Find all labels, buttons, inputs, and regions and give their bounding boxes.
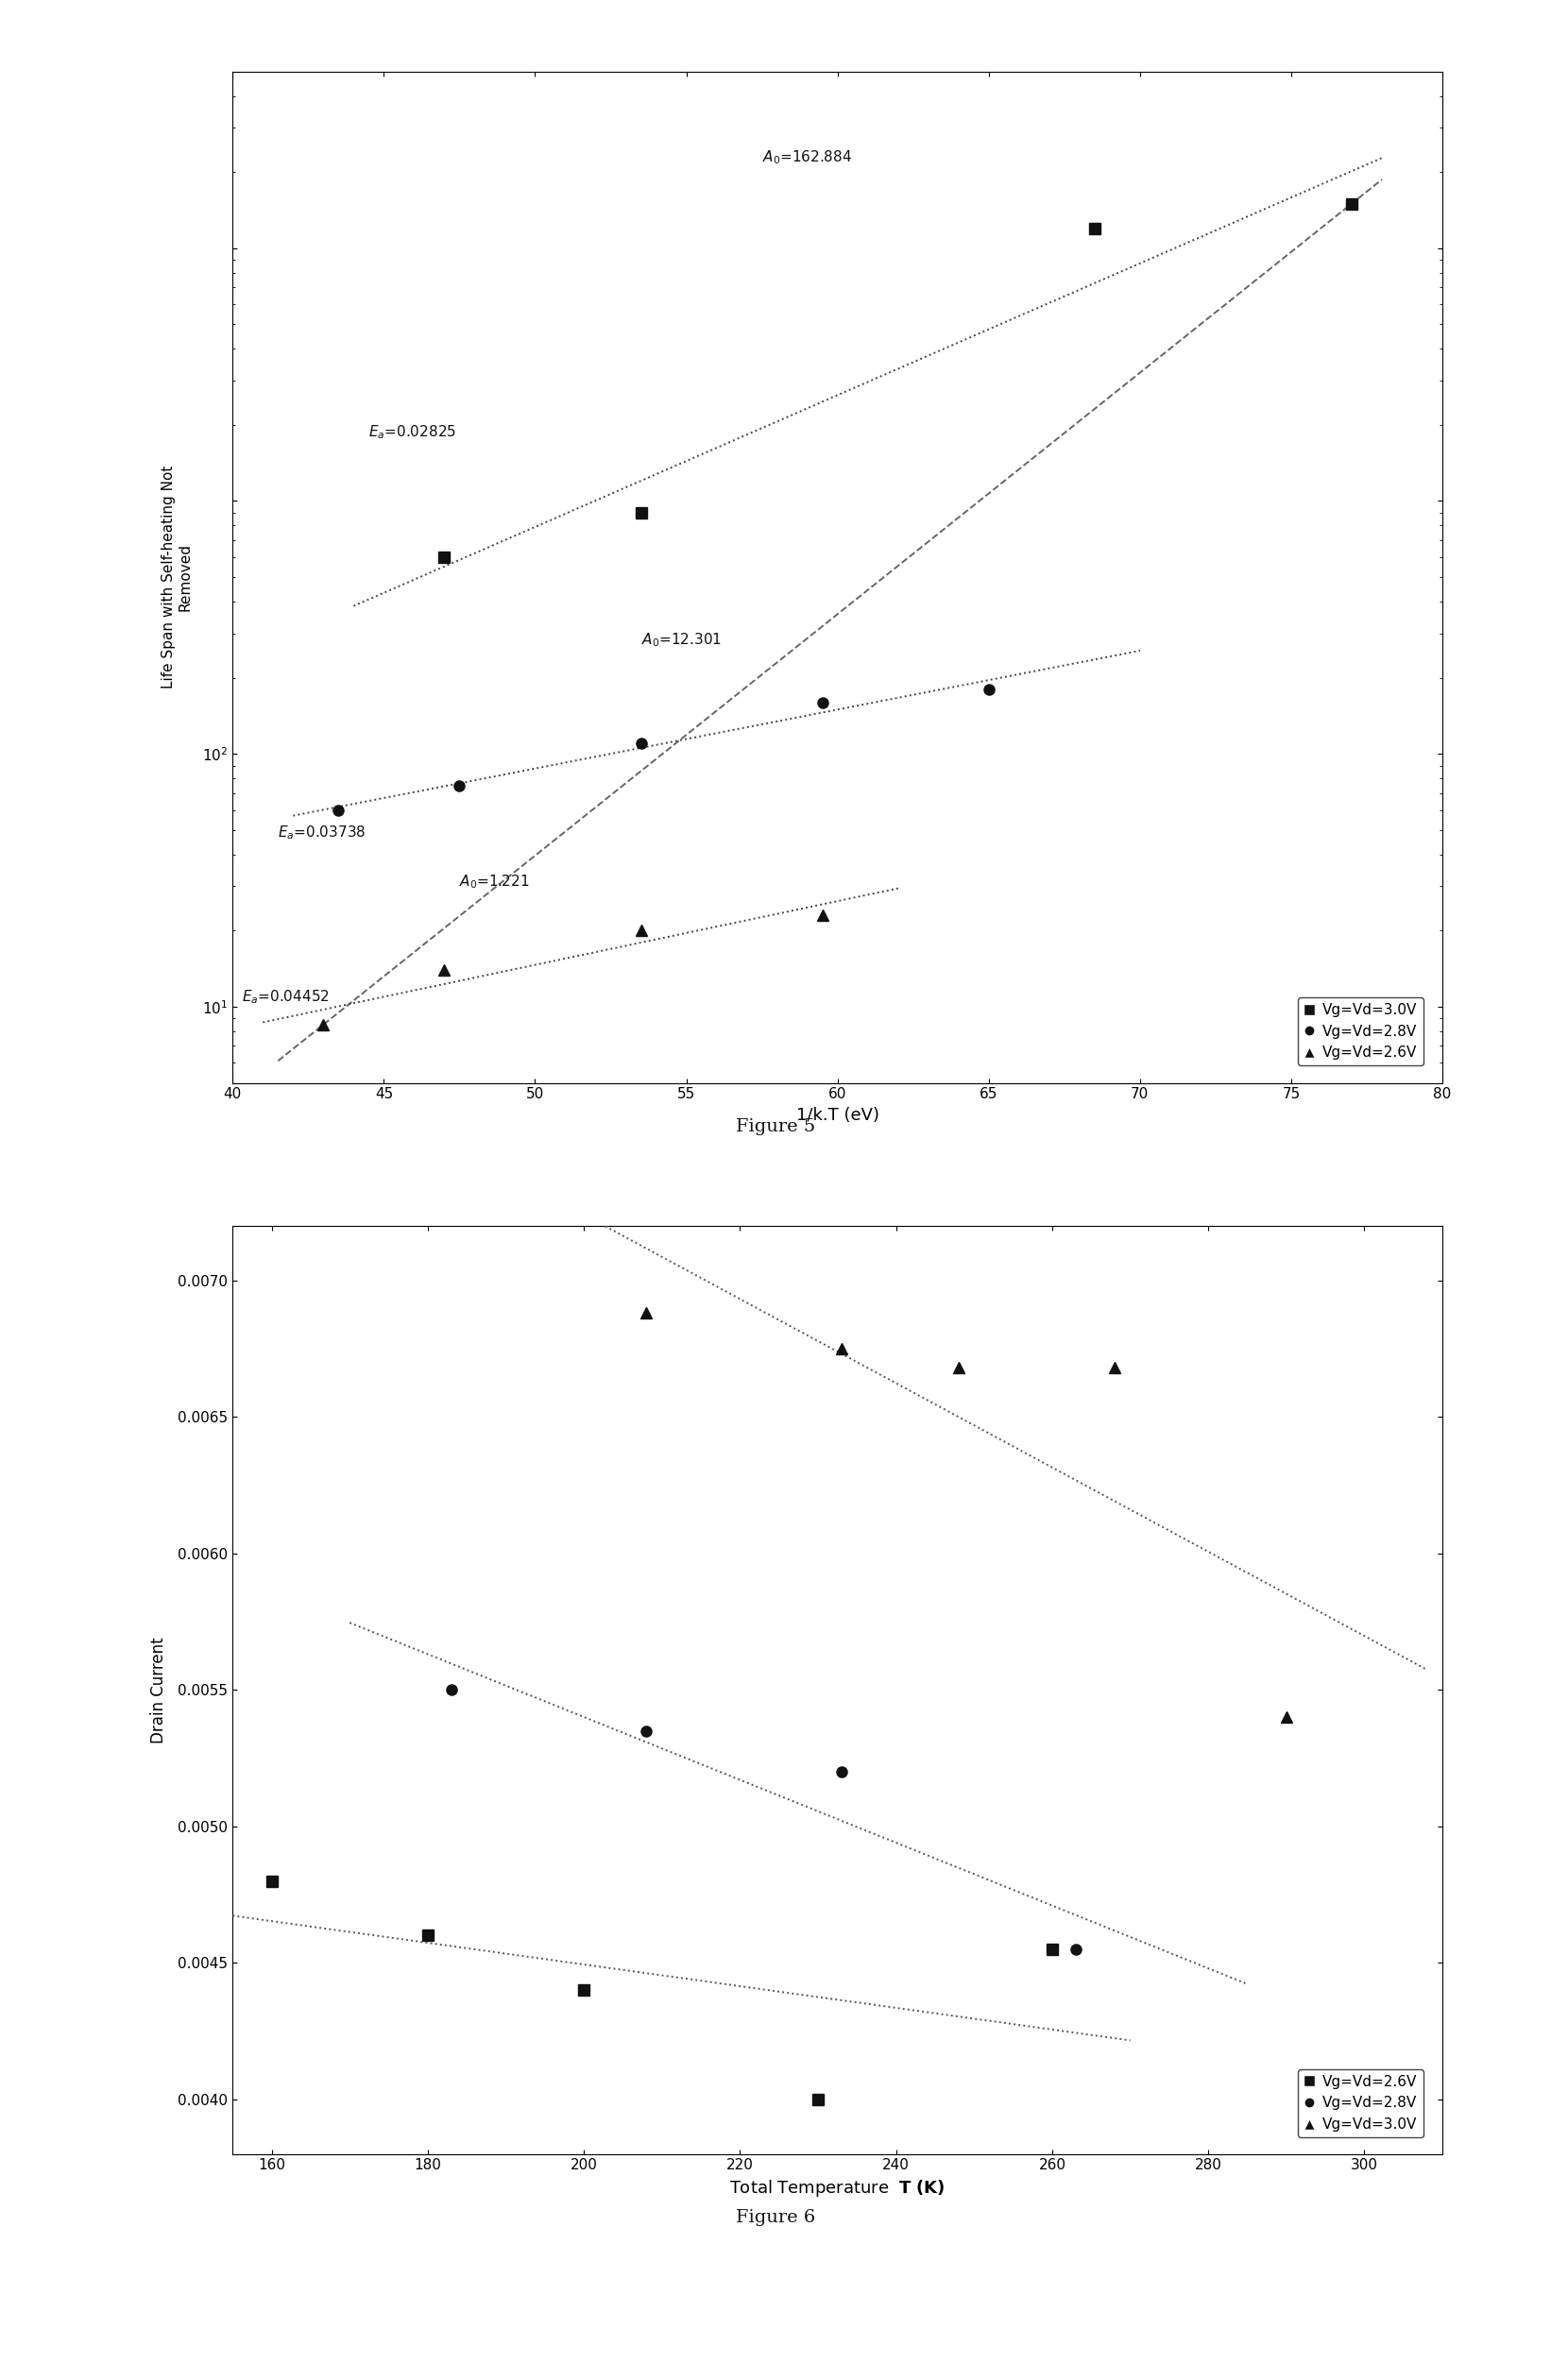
Text: $E_a$=0.04452: $E_a$=0.04452 [242, 988, 329, 1007]
Y-axis label: Drain Current: Drain Current [150, 1637, 168, 1742]
Text: Figure 5: Figure 5 [735, 1119, 816, 1135]
Text: $E_a$=0.02825: $E_a$=0.02825 [369, 424, 456, 440]
Text: $E_a$=0.03738: $E_a$=0.03738 [278, 823, 366, 840]
X-axis label: Total Temperature  $\mathbf{T}$ $\mathbf{(K)}$: Total Temperature $\mathbf{T}$ $\mathbf{… [729, 2178, 946, 2199]
Legend: Vg=Vd=2.6V, Vg=Vd=2.8V, Vg=Vd=3.0V: Vg=Vd=2.6V, Vg=Vd=2.8V, Vg=Vd=3.0V [1298, 2068, 1424, 2137]
Y-axis label: Life Span with Self-heating Not
Removed: Life Span with Self-heating Not Removed [161, 466, 192, 688]
Text: $A_0$=162.884: $A_0$=162.884 [762, 148, 851, 167]
Text: Figure 6: Figure 6 [735, 2209, 816, 2225]
X-axis label: 1/k.T (eV): 1/k.T (eV) [796, 1107, 879, 1123]
Text: $A_0$=12.301: $A_0$=12.301 [641, 631, 721, 650]
Legend: Vg=Vd=3.0V, Vg=Vd=2.8V, Vg=Vd=2.6V: Vg=Vd=3.0V, Vg=Vd=2.8V, Vg=Vd=2.6V [1298, 997, 1424, 1066]
Text: $A_0$=1.221: $A_0$=1.221 [459, 873, 530, 890]
